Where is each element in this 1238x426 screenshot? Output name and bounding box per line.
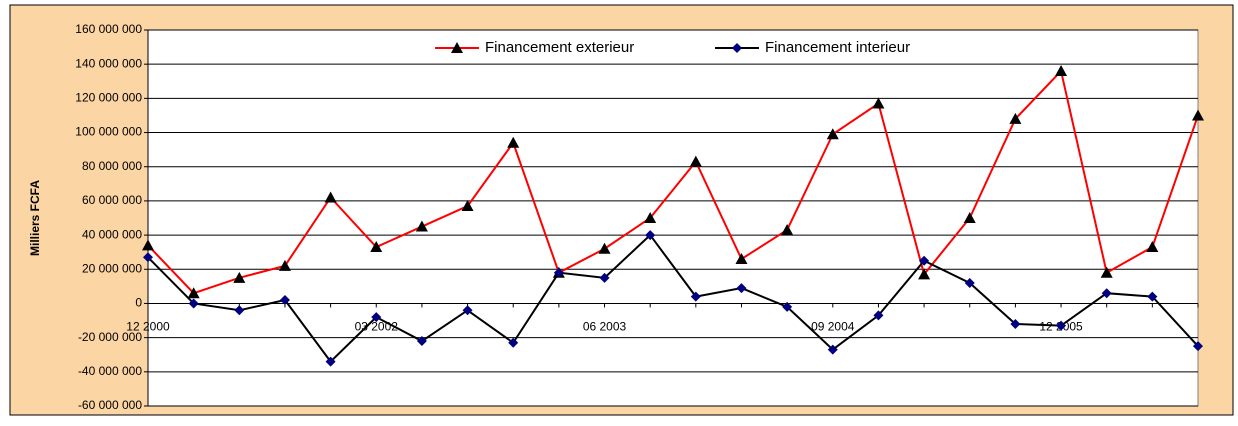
marker <box>416 336 427 347</box>
y-tick-label: -60 000 000 <box>78 398 142 412</box>
marker <box>553 267 564 278</box>
marker <box>919 255 930 266</box>
marker <box>644 212 657 223</box>
marker <box>1055 65 1068 77</box>
y-tick-label: -20 000 000 <box>78 330 142 344</box>
marker <box>461 200 474 212</box>
marker <box>827 344 838 355</box>
marker <box>188 298 199 309</box>
marker <box>370 241 383 253</box>
legend-label: Financement interieur <box>765 39 910 56</box>
marker <box>735 253 748 265</box>
marker <box>1147 291 1158 302</box>
marker <box>1193 341 1203 352</box>
marker <box>325 356 336 367</box>
legend-marker <box>451 42 463 53</box>
marker <box>964 277 975 288</box>
marker <box>1009 112 1022 124</box>
x-tick-label: 06 2003 <box>583 320 627 334</box>
marker <box>142 239 154 251</box>
y-tick-label: 60 000 000 <box>82 193 142 207</box>
marker <box>462 305 473 316</box>
marker <box>507 136 520 148</box>
marker <box>645 230 656 241</box>
marker <box>415 220 428 232</box>
y-tick-label: 140 000 000 <box>75 56 142 70</box>
marker <box>1192 109 1204 121</box>
marker <box>279 295 290 306</box>
marker <box>782 301 793 312</box>
marker <box>1146 241 1159 253</box>
marker <box>187 287 200 299</box>
x-tick-label: 09 2004 <box>811 320 855 334</box>
marker <box>324 191 337 203</box>
marker <box>1010 318 1021 329</box>
y-tick-label: 40 000 000 <box>82 227 142 241</box>
marker <box>918 268 931 280</box>
y-tick-label: -40 000 000 <box>78 364 142 378</box>
marker <box>736 283 747 294</box>
marker <box>872 97 885 109</box>
marker <box>371 312 382 323</box>
plot-area <box>147 29 1199 407</box>
y-tick-label: 100 000 000 <box>75 125 142 139</box>
legend-marker <box>732 43 742 53</box>
marker <box>143 252 153 263</box>
marker <box>234 305 245 316</box>
y-axis-title: Milliers FCFA <box>28 180 42 256</box>
y-tick-label: 80 000 000 <box>82 159 142 173</box>
marker <box>1100 266 1113 278</box>
marker <box>826 128 839 140</box>
y-tick-label: 160 000 000 <box>75 22 142 36</box>
marker <box>233 271 246 283</box>
marker <box>1101 288 1112 299</box>
marker <box>873 310 884 321</box>
legend-label: Financement exterieur <box>485 39 634 56</box>
marker <box>963 212 976 223</box>
marker <box>690 291 701 302</box>
marker <box>599 272 610 283</box>
y-tick-label: 120 000 000 <box>75 91 142 105</box>
series-line <box>147 68 1199 295</box>
marker <box>1056 320 1067 331</box>
y-tick-label: 0 <box>135 296 142 310</box>
x-tick-label: 12 2000 <box>126 320 170 334</box>
marker <box>508 337 519 348</box>
marker <box>781 223 794 235</box>
y-tick-label: 20 000 000 <box>82 261 142 275</box>
series-line <box>147 233 1199 364</box>
marker <box>598 242 611 254</box>
marker <box>689 155 702 167</box>
marker <box>278 259 291 271</box>
